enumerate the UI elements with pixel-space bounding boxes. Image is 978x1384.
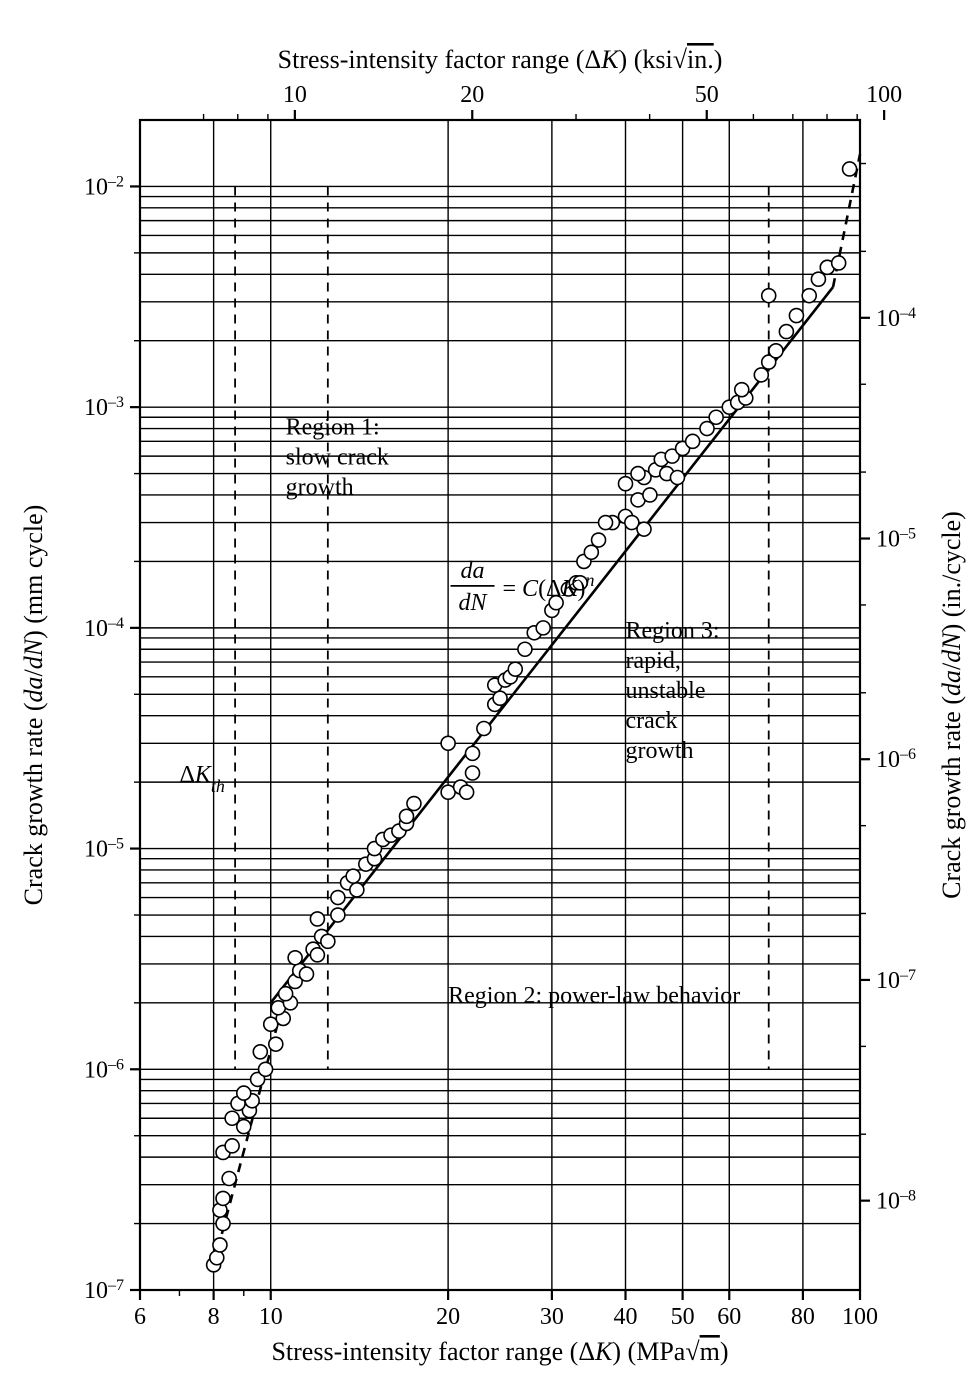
svg-text:growth: growth xyxy=(286,475,354,501)
svg-text:50: 50 xyxy=(695,82,719,108)
chart-svg: 681020304050608010010205010010–710–610–5… xyxy=(0,0,978,1384)
svg-text:crack: crack xyxy=(626,708,678,734)
svg-text:50: 50 xyxy=(671,1304,695,1330)
svg-text:20: 20 xyxy=(436,1304,460,1330)
svg-text:80: 80 xyxy=(791,1304,815,1330)
svg-text:growth: growth xyxy=(626,738,694,764)
svg-text:60: 60 xyxy=(717,1304,741,1330)
svg-text:20: 20 xyxy=(460,82,484,108)
svg-text:rapid,: rapid, xyxy=(626,648,681,674)
svg-text:100: 100 xyxy=(866,82,902,108)
svg-text:10: 10 xyxy=(283,82,307,108)
svg-text:da: da xyxy=(461,558,485,584)
svg-text:unstable: unstable xyxy=(626,678,706,704)
svg-text:100: 100 xyxy=(842,1304,878,1330)
svg-text:40: 40 xyxy=(614,1304,638,1330)
svg-text:10: 10 xyxy=(259,1304,283,1330)
svg-text:8: 8 xyxy=(208,1304,220,1330)
svg-text:30: 30 xyxy=(540,1304,564,1330)
svg-text:Region 3:: Region 3: xyxy=(626,618,720,644)
svg-text:Region 2: power-law behavior: Region 2: power-law behavior xyxy=(448,983,740,1009)
svg-text:slow crack: slow crack xyxy=(286,445,389,471)
svg-text:6: 6 xyxy=(134,1304,146,1330)
svg-text:Stress-intensity factor range: Stress-intensity factor range (ΔK) (MPa√… xyxy=(271,1337,728,1366)
svg-text:dN: dN xyxy=(459,590,489,616)
crack-growth-chart: 681020304050608010010205010010–710–610–5… xyxy=(0,0,978,1384)
svg-text:Region 1:: Region 1: xyxy=(286,415,380,441)
svg-text:Crack growth rate (da/dN) (mm: Crack growth rate (da/dN) (mm cycle) xyxy=(19,505,48,906)
svg-text:Crack growth rate (da/dN) (in.: Crack growth rate (da/dN) (in./cycle) xyxy=(937,511,966,899)
svg-text:Stress-intensity factor range: Stress-intensity factor range (ΔK) (ksi√… xyxy=(278,45,723,74)
